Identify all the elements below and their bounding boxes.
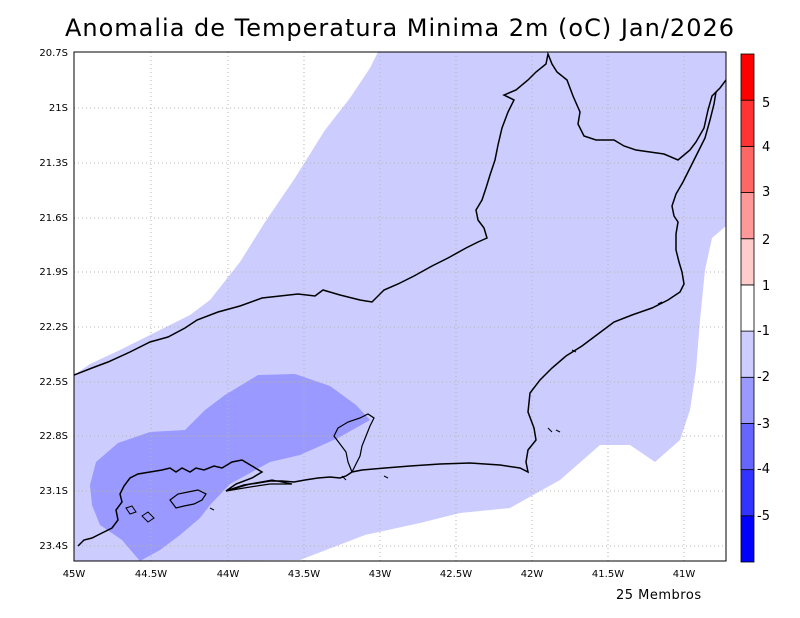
colorbar-label: 4 xyxy=(762,140,770,155)
plot-frame xyxy=(73,51,727,562)
colorbar-box xyxy=(740,99,755,147)
lon-tick-labels: 45W 44.5W 44W 43.5W 43W 42.5W 42W 41.5W … xyxy=(63,569,696,580)
lon-tick: 42.5W xyxy=(440,569,472,580)
colorbar-label: -2 xyxy=(757,370,770,385)
colorbar-box xyxy=(740,330,755,378)
colorbar-box xyxy=(740,423,755,471)
lat-tick: 23.4S xyxy=(39,541,68,552)
colorbar-label: -4 xyxy=(757,462,770,477)
lat-tick: 21.6S xyxy=(39,213,68,224)
colorbar-box xyxy=(740,192,755,240)
colorbar-box xyxy=(740,284,755,332)
lat-tick: 23.1S xyxy=(39,486,68,497)
lon-tick: 43.5W xyxy=(288,569,320,580)
map-title: Anomalia de Temperatura Minima 2m (oC) J… xyxy=(64,14,736,42)
restinga-marambaia xyxy=(225,479,293,492)
colorbar-label: -5 xyxy=(757,509,770,524)
colorbar-box xyxy=(740,145,755,193)
lat-tick: 21.9S xyxy=(39,267,68,278)
colorbar-box xyxy=(740,469,755,517)
colorbar-label: 1 xyxy=(762,279,770,294)
lat-tick: 21.3S xyxy=(39,158,68,169)
colorbar-box xyxy=(740,515,755,563)
lat-tick: 20.7S xyxy=(39,48,68,59)
ilha-grande xyxy=(169,489,207,509)
colorbar: 5 4 3 2 1 -1 -2 -3 -4 -5 xyxy=(740,53,770,563)
lat-tick-labels: 20.7S 21S 21.3S 21.6S 21.9S 22.2S 22.5S … xyxy=(39,48,68,552)
lon-tick: 41.5W xyxy=(592,569,624,580)
colorbar-box xyxy=(740,238,755,286)
ensemble-members-note: 25 Membros xyxy=(616,588,702,603)
colorbar-label: -1 xyxy=(757,324,770,339)
colorbar-box xyxy=(740,53,755,101)
grid-lines xyxy=(74,52,726,561)
lat-tick: 22.8S xyxy=(39,431,68,442)
state-boundary xyxy=(74,52,726,376)
colorbar-label: 2 xyxy=(762,233,770,248)
lon-tick: 44W xyxy=(217,569,240,580)
islands xyxy=(125,301,663,523)
colorbar-label: 5 xyxy=(762,96,770,111)
colorbar-box xyxy=(740,376,755,424)
lat-tick: 21S xyxy=(49,103,68,114)
guanabara-bay-shore xyxy=(333,413,375,473)
lon-tick: 45W xyxy=(63,569,86,580)
lon-tick: 42W xyxy=(521,569,544,580)
lat-tick: 22.2S xyxy=(39,322,68,333)
lon-tick: 41W xyxy=(673,569,696,580)
colorbar-label: 3 xyxy=(762,185,770,200)
lon-tick: 43W xyxy=(369,569,392,580)
lat-tick: 22.5S xyxy=(39,377,68,388)
lon-tick: 44.5W xyxy=(135,569,167,580)
anomaly-region-minus2 xyxy=(90,374,370,561)
colorbar-label: -3 xyxy=(757,417,770,432)
